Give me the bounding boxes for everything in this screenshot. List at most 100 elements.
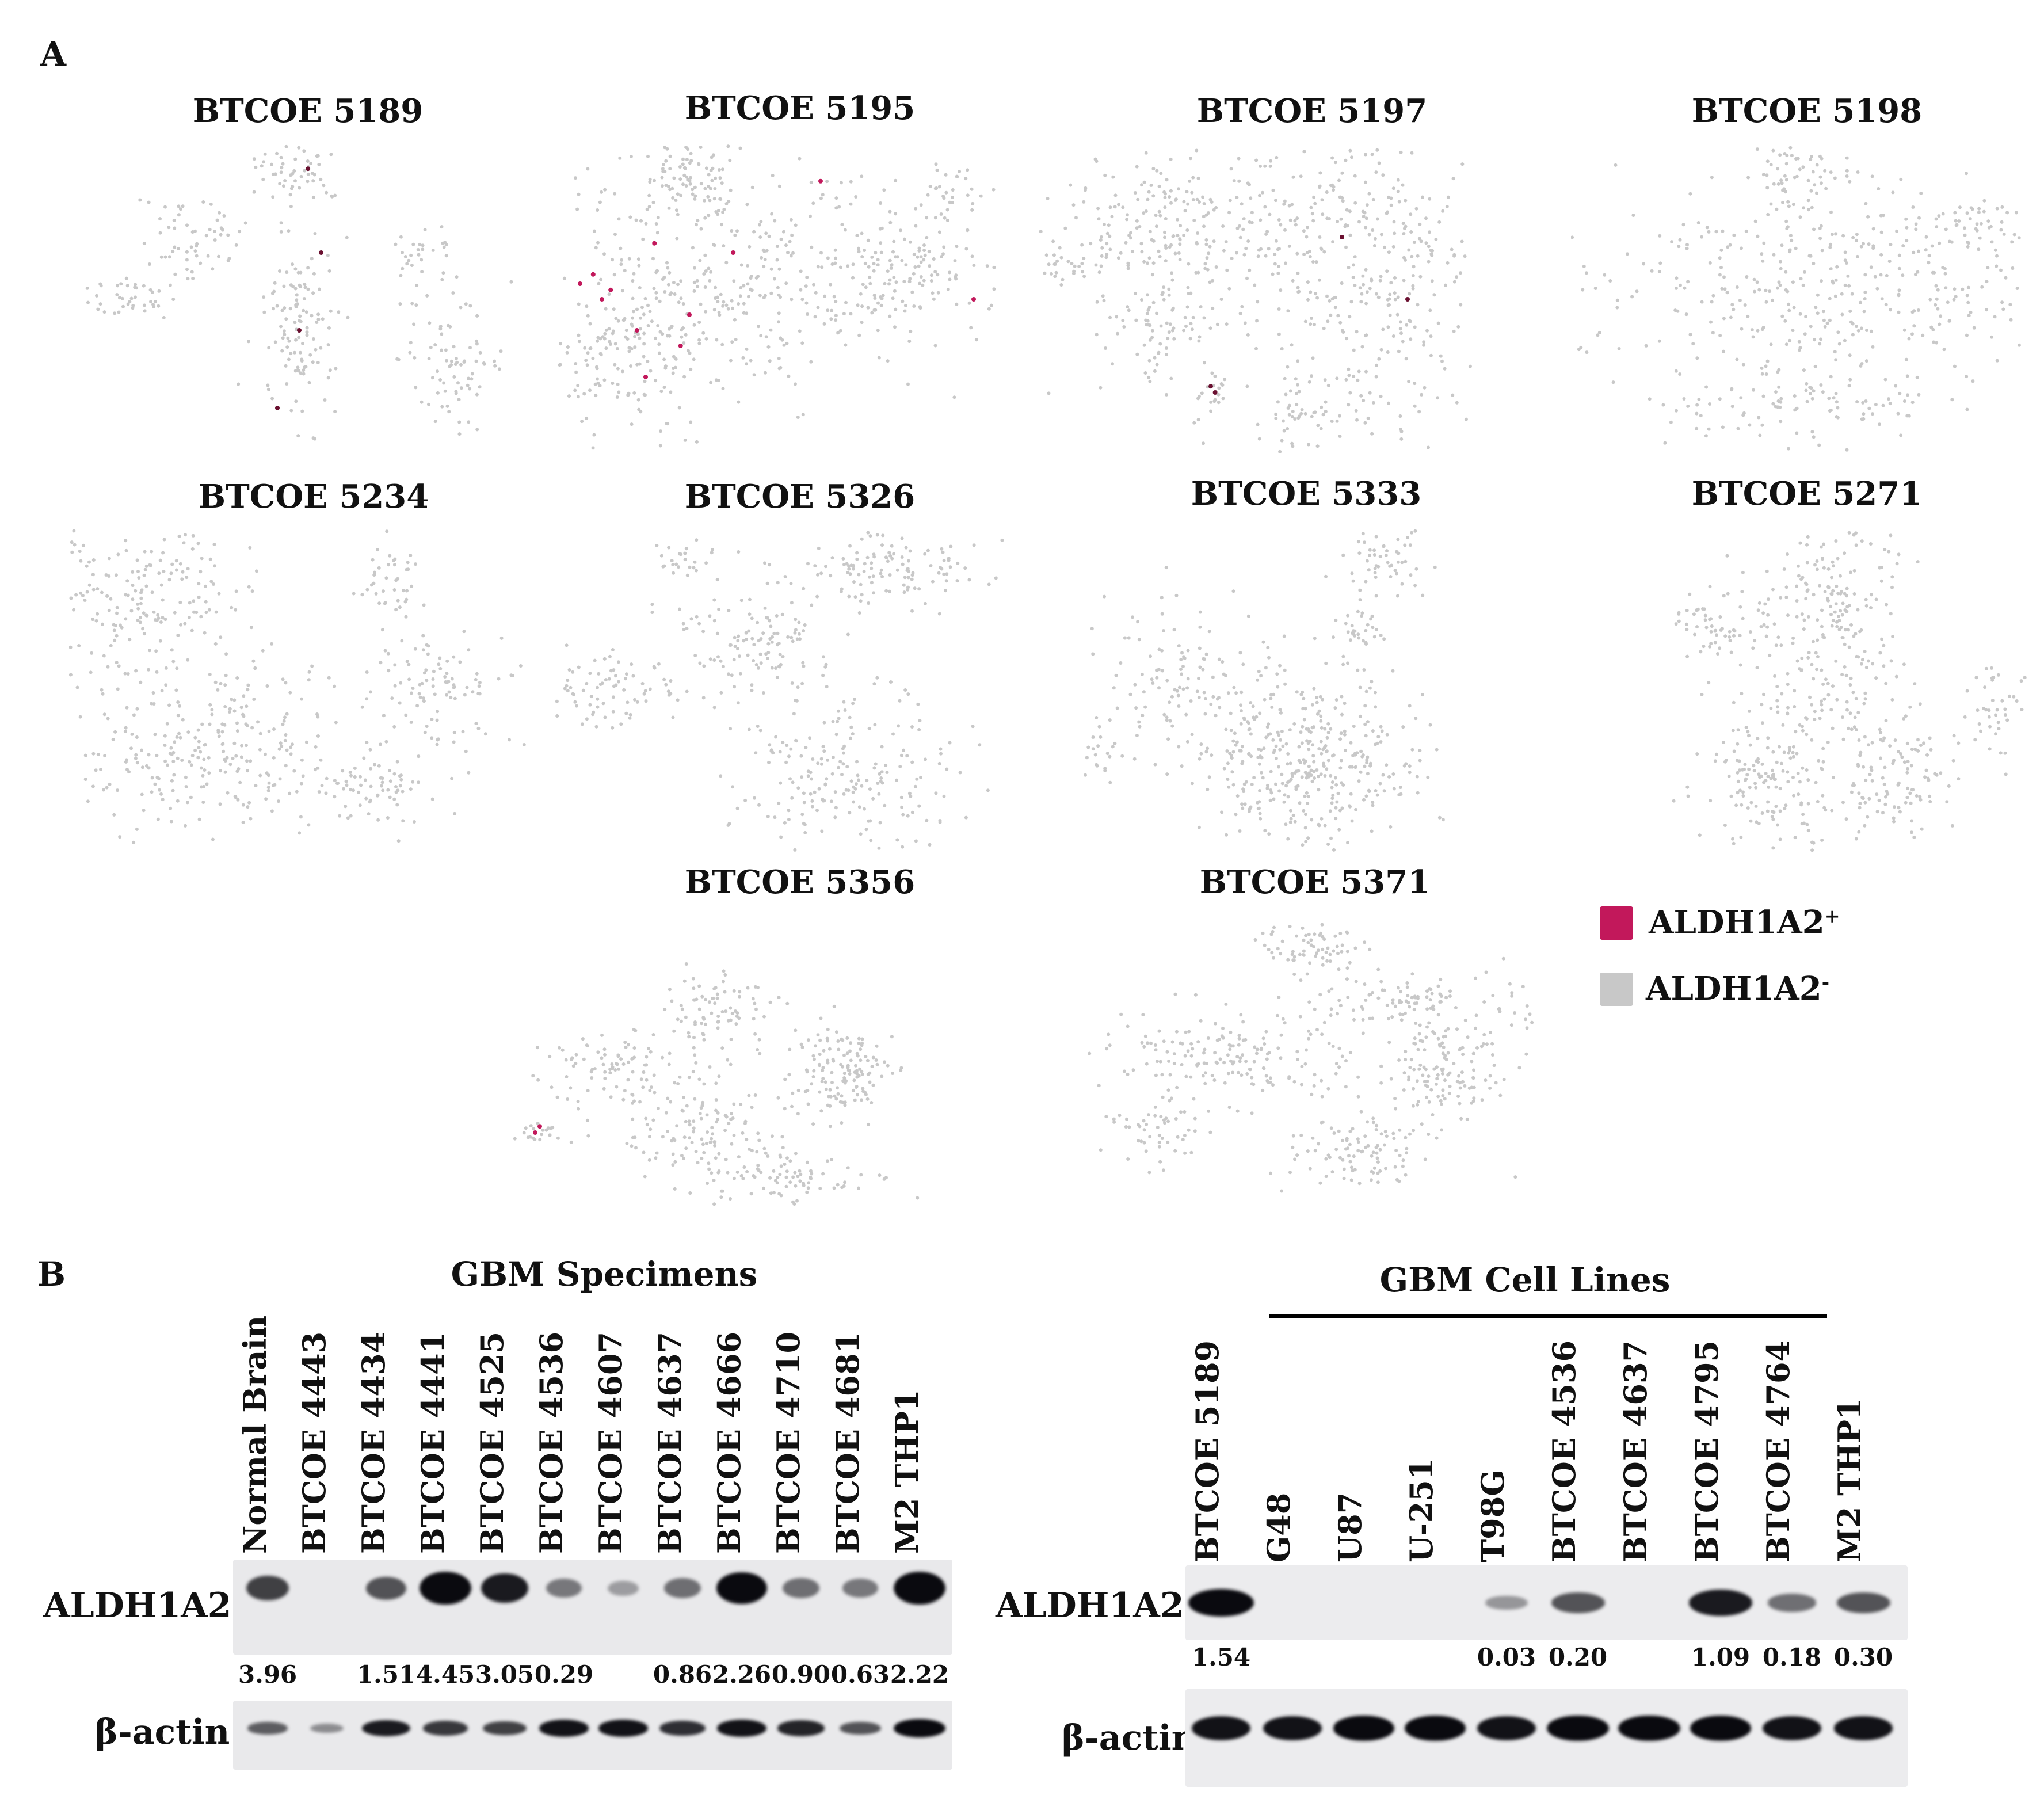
negative-cell-point <box>362 756 366 760</box>
negative-cell-point <box>726 823 730 827</box>
negative-cell-point <box>403 255 407 258</box>
negative-cell-point <box>1071 272 1076 275</box>
negative-cell-point <box>992 287 996 291</box>
negative-cell-point <box>1819 181 1823 185</box>
negative-cell-point <box>223 705 227 708</box>
negative-cell-point <box>1313 323 1316 326</box>
negative-cell-point <box>1966 285 1970 289</box>
negative-cell-point <box>1245 384 1249 388</box>
negative-cell-point <box>120 626 124 630</box>
negative-cell-point <box>445 404 449 408</box>
negative-cell-point <box>301 774 305 778</box>
negative-cell-point <box>1962 226 1966 230</box>
negative-cell-point <box>766 616 769 620</box>
negative-cell-point <box>1822 542 1826 546</box>
negative-cell-point <box>1081 270 1085 274</box>
negative-cell-point <box>310 257 314 261</box>
negative-cell-point <box>155 753 159 757</box>
negative-cell-point <box>1888 744 1892 748</box>
negative-cell-point <box>1982 199 1986 203</box>
negative-cell-point <box>886 359 890 363</box>
negative-cell-point <box>298 350 302 355</box>
negative-cell-point <box>1682 397 1686 401</box>
negative-cell-point <box>736 701 740 705</box>
negative-cell-point <box>1250 211 1254 215</box>
negative-cell-point <box>1976 708 1980 712</box>
negative-cell-point <box>1813 710 1817 714</box>
negative-cell-point <box>1055 259 1059 263</box>
negative-cell-point <box>1751 646 1755 650</box>
negative-cell-point <box>1860 362 1864 365</box>
negative-cell-point <box>1240 202 1244 206</box>
negative-cell-point <box>176 799 180 803</box>
negative-cell-point <box>730 1012 734 1015</box>
negative-cell-point <box>1198 610 1202 614</box>
negative-cell-point <box>468 387 472 391</box>
negative-cell-point <box>749 276 753 280</box>
negative-cell-point <box>1284 822 1288 826</box>
negative-cell-point <box>612 307 616 311</box>
negative-cell-point <box>1816 655 1820 658</box>
negative-cell-point <box>1807 651 1811 655</box>
negative-cell-point <box>1283 668 1287 672</box>
negative-cell-point <box>879 571 883 576</box>
negative-cell-point <box>599 277 603 281</box>
negative-cell-point <box>1806 829 1810 833</box>
negative-cell-point <box>173 272 177 276</box>
negative-cell-point <box>399 681 403 685</box>
negative-cell-point <box>943 216 947 220</box>
negative-cell-point <box>1343 729 1347 733</box>
negative-cell-point <box>1791 750 1795 754</box>
negative-cell-point <box>284 317 288 321</box>
negative-cell-point <box>1180 672 1184 676</box>
negative-cell-point <box>1413 584 1417 588</box>
negative-cell-point <box>1390 563 1394 567</box>
negative-cell-point <box>1857 738 1861 742</box>
negative-cell-point <box>293 287 298 291</box>
negative-cell-point <box>1752 388 1755 392</box>
negative-cell-point <box>211 837 215 841</box>
negative-cell-point <box>1269 788 1273 792</box>
negative-cell-point <box>1186 649 1190 653</box>
negative-cell-point <box>986 788 990 792</box>
negative-cell-point <box>840 1094 844 1098</box>
negative-cell-point <box>1708 261 1712 265</box>
negative-cell-point <box>915 777 919 781</box>
negative-cell-point <box>1339 731 1343 735</box>
negative-cell-point <box>681 157 685 161</box>
negative-cell-point <box>1988 725 1992 729</box>
negative-cell-point <box>1802 627 1806 631</box>
negative-cell-point <box>945 208 949 212</box>
negative-cell-point <box>603 188 607 192</box>
tsne-plot-5271 <box>1672 531 2027 852</box>
negative-cell-point <box>1843 628 1847 632</box>
negative-cell-point <box>823 782 827 786</box>
negative-cell-point <box>442 245 446 249</box>
negative-cell-point <box>1148 230 1152 234</box>
negative-cell-point <box>222 214 226 218</box>
negative-cell-point <box>717 1074 721 1078</box>
negative-cell-point <box>972 264 976 267</box>
negative-cell-point <box>284 681 288 685</box>
negative-cell-point <box>1966 241 1969 244</box>
negative-cell-point <box>1965 172 1968 176</box>
negative-cell-point <box>1844 673 1848 677</box>
negative-cell-point <box>1257 762 1261 766</box>
negative-cell-point <box>796 685 800 689</box>
negative-cell-point <box>474 677 478 681</box>
negative-cell-point <box>794 382 797 386</box>
negative-cell-point <box>1257 437 1261 441</box>
negative-cell-point <box>1370 680 1374 684</box>
negative-cell-point <box>1834 392 1838 395</box>
negative-cell-point <box>758 1051 762 1055</box>
negative-cell-point <box>283 306 287 310</box>
negative-cell-point <box>1326 843 1330 846</box>
negative-cell-point <box>1203 696 1207 700</box>
negative-cell-point <box>417 780 420 784</box>
negative-cell-point <box>1146 319 1150 323</box>
negative-cell-point <box>1396 178 1400 182</box>
negative-cell-point <box>1688 192 1692 196</box>
negative-cell-point <box>319 758 323 762</box>
negative-cell-point <box>1196 231 1200 235</box>
negative-cell-point <box>220 722 224 726</box>
